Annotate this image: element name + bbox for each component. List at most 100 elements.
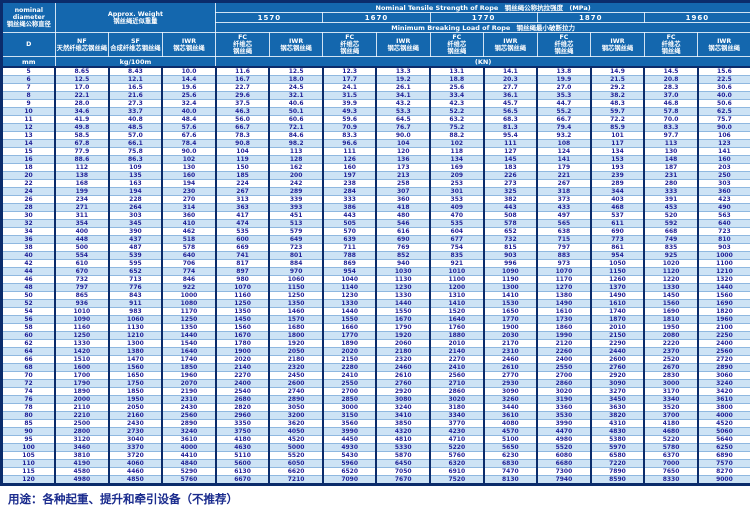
value-cell: 3240 (161, 427, 217, 436)
diameter-cell: 34 (0, 227, 57, 236)
table-row: 11 41.9 40.8 48.4 56.0 60.6 59.6 64.5 63.2 68.3 66… (0, 115, 750, 124)
value-cell: 1450 (643, 291, 699, 300)
value-cell: 1660 (321, 323, 378, 332)
sf-col-header: SF 合成纤维芯钢丝绳 (108, 32, 163, 57)
value-cell: 1810 (643, 315, 699, 324)
value-cell: 2370 (643, 347, 699, 356)
value-cell: 670 (54, 267, 110, 276)
value-cell: 42.3 (429, 99, 485, 108)
value-cell: 500 (54, 243, 110, 252)
fc-1770-col-header: FC 纤维芯 钢丝绳 (429, 32, 485, 57)
value-cell: 224 (214, 179, 271, 188)
value-cell: 130 (643, 147, 699, 156)
value-cell: 29.6 (214, 91, 271, 100)
value-cell: 2550 (536, 363, 592, 372)
diameter-cell: 64 (0, 347, 57, 356)
value-cell: 4000 (161, 443, 217, 452)
value-cell: 2770 (482, 371, 539, 380)
value-cell: 3820 (589, 411, 646, 420)
value-cell: 788 (321, 251, 378, 260)
value-cell: 2070 (161, 379, 217, 388)
fc-zh-2: 钢丝绳 (661, 48, 681, 55)
value-cell: 423 (696, 195, 750, 204)
fc-1670-col-header: FC 纤维芯 钢丝绳 (322, 32, 377, 57)
value-cell: 1470 (107, 355, 164, 364)
kg-unit: kg/100m (54, 56, 217, 68)
table-row: 64 1420 1380 1640 1900 2050 2020 2180 2140 2310 22… (0, 347, 750, 356)
value-cell: 8.65 (54, 66, 110, 76)
strength-1870-header: 1870 (536, 12, 645, 23)
diameter-cell: 72 (0, 379, 57, 388)
value-cell: 2170 (482, 339, 539, 348)
value-cell: 38.2 (589, 91, 646, 100)
value-cell: 3190 (536, 395, 592, 404)
value-cell: 1080 (161, 299, 217, 308)
value-cell: 2760 (589, 363, 646, 372)
value-cell: 1090 (54, 315, 110, 324)
table-row: 85 2500 2430 2890 3350 3620 3560 3850 3770 4080 39… (0, 419, 750, 428)
value-cell: 1070 (536, 267, 592, 276)
value-cell: 12.5 (54, 75, 110, 84)
value-cell: 16.5 (107, 83, 164, 92)
value-cell: 318 (536, 187, 592, 196)
value-cell: 1170 (161, 307, 217, 316)
value-cell: 1440 (161, 331, 217, 340)
value-cell: 339 (268, 195, 324, 204)
value-cell: 150 (214, 163, 271, 172)
value-cell: 3850 (375, 419, 432, 428)
value-cell: 437 (107, 235, 164, 244)
value-cell: 373 (536, 195, 592, 204)
table-row: 6 12.5 12.1 14.4 16.7 18.0 17.7 19.2 18.8 20.3 19.… (0, 75, 750, 84)
value-cell: 66.7 (214, 123, 271, 132)
diameter-cell: 8 (0, 91, 57, 100)
value-cell: 37.0 (643, 91, 699, 100)
table-row: 34 400 390 462 535 579 570 616 604 652 638 690 668 72… (0, 227, 750, 236)
value-cell: 1640 (429, 315, 485, 324)
value-cell: 4460 (107, 467, 164, 476)
value-cell: 24.1 (321, 83, 378, 92)
value-cell: 32.4 (161, 99, 217, 108)
value-cell: 24.5 (268, 83, 324, 92)
value-cell: 973 (536, 259, 592, 268)
value-cell: 3200 (268, 411, 324, 420)
value-cell: 1790 (375, 323, 432, 332)
table-row: 8 22.1 21.6 25.6 29.6 32.1 31.5 34.1 33.4 36.1 35.… (0, 91, 750, 100)
value-cell: 579 (268, 227, 324, 236)
diameter-cell: 100 (0, 443, 57, 452)
value-cell: 3620 (268, 419, 324, 428)
value-cell: 66.7 (536, 115, 592, 124)
value-cell: 50.6 (696, 99, 750, 108)
value-cell: 600 (214, 235, 271, 244)
value-cell: 231 (643, 171, 699, 180)
value-cell: 980 (214, 275, 271, 284)
value-cell: 119 (214, 155, 271, 164)
value-cell: 70.0 (643, 115, 699, 124)
value-cell: 508 (482, 211, 539, 220)
value-cell: 4630 (214, 443, 271, 452)
value-cell: 25.6 (429, 83, 485, 92)
value-cell: 1440 (321, 307, 378, 316)
value-cell: 1950 (107, 395, 164, 404)
value-cell: 1140 (321, 283, 378, 292)
tensile-strength-zh: 钢丝绳公称抗拉强度 (504, 3, 564, 12)
diameter-cell: 32 (0, 219, 57, 228)
table-body: 5 8.65 8.43 10.0 11.6 12.5 12.3 13.3 13.1 14.1 13.… (0, 66, 750, 486)
value-cell: 5330 (375, 443, 432, 452)
value-cell: 311 (54, 211, 110, 220)
value-cell: 1230 (321, 291, 378, 300)
value-cell: 640 (696, 219, 750, 228)
value-cell: 2560 (429, 371, 485, 380)
value-cell: 4680 (643, 427, 699, 436)
value-cell: 6580 (589, 451, 646, 460)
value-cell: 7940 (536, 475, 592, 486)
value-cell: 911 (107, 299, 164, 308)
value-cell: 136 (375, 155, 432, 164)
value-cell: 1350 (214, 307, 271, 316)
value-cell: 75.8 (107, 147, 164, 156)
value-cell: 2700 (536, 371, 592, 380)
value-cell: 134 (429, 155, 485, 164)
fc-1960-col-header: FC 纤维芯 钢丝绳 (643, 32, 699, 57)
value-cell: 3150 (321, 411, 378, 420)
value-cell: 2960 (214, 411, 271, 420)
value-cell: 774 (161, 267, 217, 276)
